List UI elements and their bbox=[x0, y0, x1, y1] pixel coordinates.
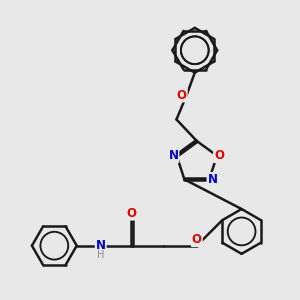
Text: O: O bbox=[127, 207, 137, 220]
Text: O: O bbox=[177, 88, 187, 101]
Text: N: N bbox=[96, 239, 106, 252]
Text: O: O bbox=[214, 149, 224, 162]
Text: N: N bbox=[208, 173, 218, 186]
Text: H: H bbox=[97, 250, 104, 260]
Text: N: N bbox=[168, 149, 178, 162]
Text: O: O bbox=[192, 233, 202, 246]
